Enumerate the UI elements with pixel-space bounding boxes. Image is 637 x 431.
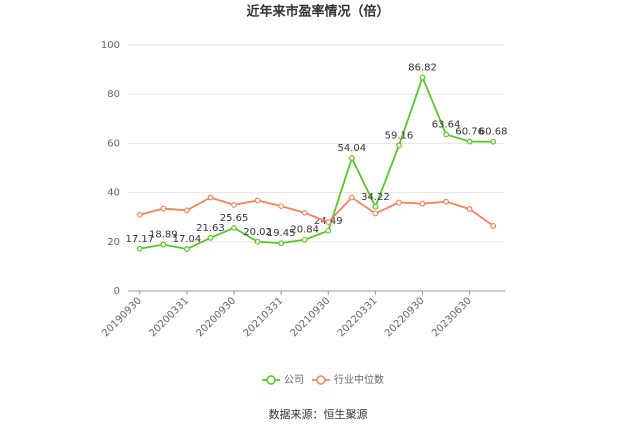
- point: [231, 225, 237, 231]
- data-label: 19.45: [267, 228, 296, 239]
- data-label: 20.02: [243, 227, 272, 238]
- point: [136, 211, 143, 218]
- point: [231, 201, 237, 208]
- point: [348, 155, 355, 161]
- y-tick-label: 100: [101, 40, 120, 51]
- series-line: [139, 196, 494, 227]
- data-label: 54.04: [338, 143, 367, 154]
- y-tick-label: 40: [107, 188, 120, 199]
- y-tick-label: 80: [107, 89, 120, 100]
- data-label: 17.17: [125, 234, 154, 245]
- data-label: 86.82: [408, 62, 437, 73]
- point: [466, 138, 473, 145]
- point: [443, 131, 449, 138]
- x-tick-label: 20210930: [289, 295, 333, 339]
- x-tick-label: 20230630: [430, 295, 474, 339]
- point: [396, 142, 402, 149]
- point: [207, 234, 214, 241]
- data-label: 60.76: [455, 127, 484, 138]
- point: [419, 74, 426, 81]
- source: 数据来源：恒生聚源: [269, 407, 368, 421]
- point: [136, 245, 143, 252]
- point: [372, 203, 379, 210]
- point: [184, 246, 190, 252]
- point: [466, 206, 473, 212]
- point: [325, 227, 332, 234]
- series-line: [139, 74, 494, 251]
- point: [443, 198, 449, 205]
- data-label: 60.68: [479, 127, 508, 138]
- point: [490, 222, 497, 229]
- legend-label: 行业中位数: [334, 373, 384, 386]
- point: [160, 205, 167, 212]
- point: [396, 199, 402, 206]
- data-label: 59.16: [385, 130, 414, 141]
- y-tick-label: 0: [114, 286, 120, 297]
- x-tick-label: 20220331: [336, 295, 380, 339]
- data-label: 34.22: [361, 192, 390, 203]
- data-label: 20.84: [290, 225, 319, 236]
- point: [348, 194, 355, 201]
- x-tick-label: 20210331: [242, 295, 286, 339]
- point: [278, 203, 285, 210]
- chart-title: 近年来市盈率情况（倍）: [246, 4, 389, 20]
- y-tick-label: 60: [107, 138, 120, 149]
- point: [184, 207, 190, 214]
- point: [207, 194, 214, 201]
- data-label: 18.89: [149, 230, 178, 241]
- data-label: 21.63: [196, 223, 225, 234]
- point: [160, 241, 167, 248]
- data-label: 25.65: [220, 213, 249, 224]
- point: [301, 209, 308, 216]
- point: [372, 210, 379, 217]
- point: [278, 240, 285, 247]
- x-tick-label: 20220930: [383, 295, 427, 339]
- data-label: 17.04: [173, 234, 202, 245]
- point: [490, 138, 497, 145]
- x-tick-label: 20200930: [194, 295, 238, 339]
- point: [254, 238, 261, 245]
- point: [325, 219, 332, 226]
- point: [301, 236, 308, 243]
- x-tick-label: 20190930: [100, 295, 144, 339]
- point: [254, 197, 261, 204]
- legend-label: 公司: [284, 375, 304, 386]
- y-tick-label: 20: [107, 237, 120, 248]
- legend-marker: [316, 375, 326, 385]
- point: [419, 200, 426, 207]
- legend-marker: [266, 375, 276, 385]
- data-label: 63.64: [432, 119, 461, 130]
- x-tick-label: 20200331: [147, 295, 191, 339]
